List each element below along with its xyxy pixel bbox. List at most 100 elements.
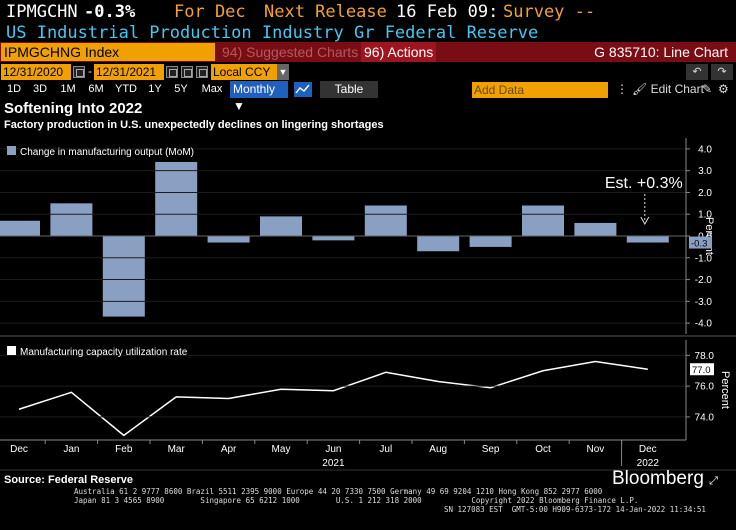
contact-footer: Australia 61 2 9777 8600 Brazil 5511 239… bbox=[74, 487, 706, 514]
bloomberg-logo: Bloomberg ⤢ bbox=[612, 468, 718, 490]
y-tick-label: 4.0 bbox=[698, 144, 712, 155]
bar bbox=[574, 222, 617, 236]
frequency-label: Monthly bbox=[233, 82, 276, 96]
undo-icon[interactable]: ↶ bbox=[686, 64, 708, 80]
bar bbox=[626, 236, 669, 243]
command-bar: IPMGCHNG Index 94) Suggested Charts 96) … bbox=[0, 42, 736, 62]
calendar-icon[interactable] bbox=[73, 66, 85, 78]
bar bbox=[522, 205, 564, 236]
legend-label: Manufacturing capacity utilization rate bbox=[20, 347, 188, 358]
contact-line: SN 127083 EST GMT-5:00 H909-6373-172 14-… bbox=[444, 505, 706, 514]
y-tick-label: -4.0 bbox=[695, 319, 713, 330]
ticker: IPMGCHN bbox=[6, 2, 78, 22]
period-1y[interactable]: 1Y bbox=[148, 83, 162, 95]
annotation-label: Est. +0.3% bbox=[605, 175, 683, 192]
currency-select[interactable]: Local CCY bbox=[211, 64, 277, 80]
bar bbox=[102, 236, 145, 317]
end-date-input[interactable]: 12/31/2021 bbox=[94, 64, 164, 80]
start-date-input[interactable]: 12/31/2020 bbox=[1, 64, 71, 80]
contact-line: Japan 81 3 4565 8900 Singapore 65 6212 1… bbox=[74, 496, 639, 505]
more-options-icon[interactable]: ⋮ bbox=[616, 82, 628, 96]
legend-swatch bbox=[7, 346, 16, 355]
bar bbox=[207, 236, 250, 243]
suggested-charts-button[interactable]: 94) Suggested Charts bbox=[222, 44, 359, 60]
bar bbox=[312, 236, 355, 241]
period-3d[interactable]: 3D bbox=[32, 83, 48, 95]
y-tick-label: 78.0 bbox=[695, 351, 715, 362]
x-year-label: 2022 bbox=[637, 458, 660, 469]
calendar-icon[interactable] bbox=[166, 66, 178, 78]
x-tick-label: Dec bbox=[10, 444, 28, 455]
edit-chart-label: Edit Chart bbox=[650, 82, 704, 96]
last-value-label: -0.3 bbox=[691, 239, 707, 250]
period-ytd[interactable]: YTD bbox=[115, 83, 137, 95]
x-tick-label: Dec bbox=[639, 444, 657, 455]
y-tick-label: 76.0 bbox=[695, 382, 715, 393]
period-max[interactable]: Max bbox=[201, 83, 223, 95]
chart-subtitle: Factory production in U.S. unexpectedly … bbox=[4, 119, 384, 131]
change-value: -0.3% bbox=[84, 2, 136, 22]
y-tick-label: -1.0 bbox=[695, 253, 713, 264]
frequency-select[interactable]: Monthly ▼ bbox=[230, 81, 288, 113]
last-value-tag bbox=[690, 363, 714, 376]
pencil-icon[interactable]: ✎ bbox=[702, 82, 713, 96]
contact-line: Australia 61 2 9777 8600 Brazil 5511 239… bbox=[74, 487, 603, 496]
period-bar: 1D 3D 1M 6M YTD 1Y 5Y Max Monthly ▼ Tabl… bbox=[0, 81, 736, 113]
period-5y[interactable]: 5Y bbox=[174, 83, 188, 95]
x-tick-label: Jul bbox=[379, 444, 392, 455]
x-tick-label: Jan bbox=[63, 444, 79, 455]
bar bbox=[364, 205, 407, 236]
x-tick-label: Sep bbox=[482, 444, 500, 455]
source-label: Source: Federal Reserve bbox=[4, 474, 134, 486]
chevron-down-icon[interactable]: ▼ bbox=[277, 64, 289, 80]
edit-chart-button[interactable]: 🖌 Edit Chart bbox=[632, 82, 704, 96]
bar bbox=[417, 236, 460, 252]
x-tick-label: May bbox=[272, 444, 291, 455]
x-tick-label: Apr bbox=[221, 444, 237, 455]
x-tick-label: Feb bbox=[115, 444, 133, 455]
y-tick-label: 3.0 bbox=[698, 166, 712, 177]
table-button[interactable]: Table bbox=[320, 81, 378, 98]
graph-title: G 835710: Line Chart bbox=[594, 44, 728, 60]
logo-text: Bloomberg bbox=[612, 468, 704, 489]
x-tick-label: Jun bbox=[325, 444, 341, 455]
settings-icon[interactable]: ⚙ bbox=[718, 82, 729, 96]
security-field[interactable]: IPMGCHNG Index bbox=[1, 43, 215, 61]
bar bbox=[0, 220, 40, 236]
bar bbox=[469, 236, 512, 247]
actions-button[interactable]: 96) Actions bbox=[361, 42, 436, 62]
y-axis-label: Percent bbox=[719, 371, 731, 409]
legend-label: Change in manufacturing output (MoM) bbox=[20, 147, 194, 158]
next-release-label: Next Release bbox=[264, 2, 387, 22]
bar bbox=[155, 161, 198, 236]
period-label: For Dec bbox=[174, 2, 246, 22]
legend-swatch bbox=[7, 146, 16, 155]
date-range-separator: - bbox=[88, 64, 92, 78]
annotation-arrowhead bbox=[640, 216, 650, 226]
security-header: IPMGCHN -0.3% For Dec Next Release 16 Fe… bbox=[0, 2, 736, 22]
date-range-bar: 12/31/2020 - 12/31/2021 Local CCY ▼ ↶ ↷ bbox=[0, 63, 736, 81]
line-series bbox=[18, 360, 648, 437]
calendar-icon[interactable] bbox=[181, 66, 193, 78]
security-description: US Industrial Production Industry Gr Fed… bbox=[6, 23, 539, 43]
x-tick-label: Nov bbox=[587, 444, 605, 455]
bar bbox=[50, 203, 93, 236]
period-1d[interactable]: 1D bbox=[6, 83, 22, 95]
add-data-input[interactable]: Add Data bbox=[472, 82, 608, 98]
calendar-icon[interactable] bbox=[196, 66, 208, 78]
redo-icon[interactable]: ↷ bbox=[711, 64, 733, 80]
y-tick-label: 74.0 bbox=[695, 412, 715, 423]
expand-icon[interactable]: ⤢ bbox=[709, 475, 718, 487]
next-release-date: 16 Feb 09: bbox=[396, 2, 499, 22]
y-tick-label: -2.0 bbox=[695, 275, 713, 286]
last-value-tag bbox=[689, 236, 712, 249]
last-value-label: 77.0 bbox=[692, 365, 711, 376]
bar bbox=[260, 216, 302, 236]
x-tick-label: Oct bbox=[535, 444, 551, 455]
x-tick-label: Mar bbox=[168, 444, 186, 455]
y-tick-label: -3.0 bbox=[695, 297, 713, 308]
line-chart-icon[interactable] bbox=[294, 82, 312, 97]
period-1m[interactable]: 1M bbox=[60, 83, 76, 95]
period-6m[interactable]: 6M bbox=[88, 83, 104, 95]
